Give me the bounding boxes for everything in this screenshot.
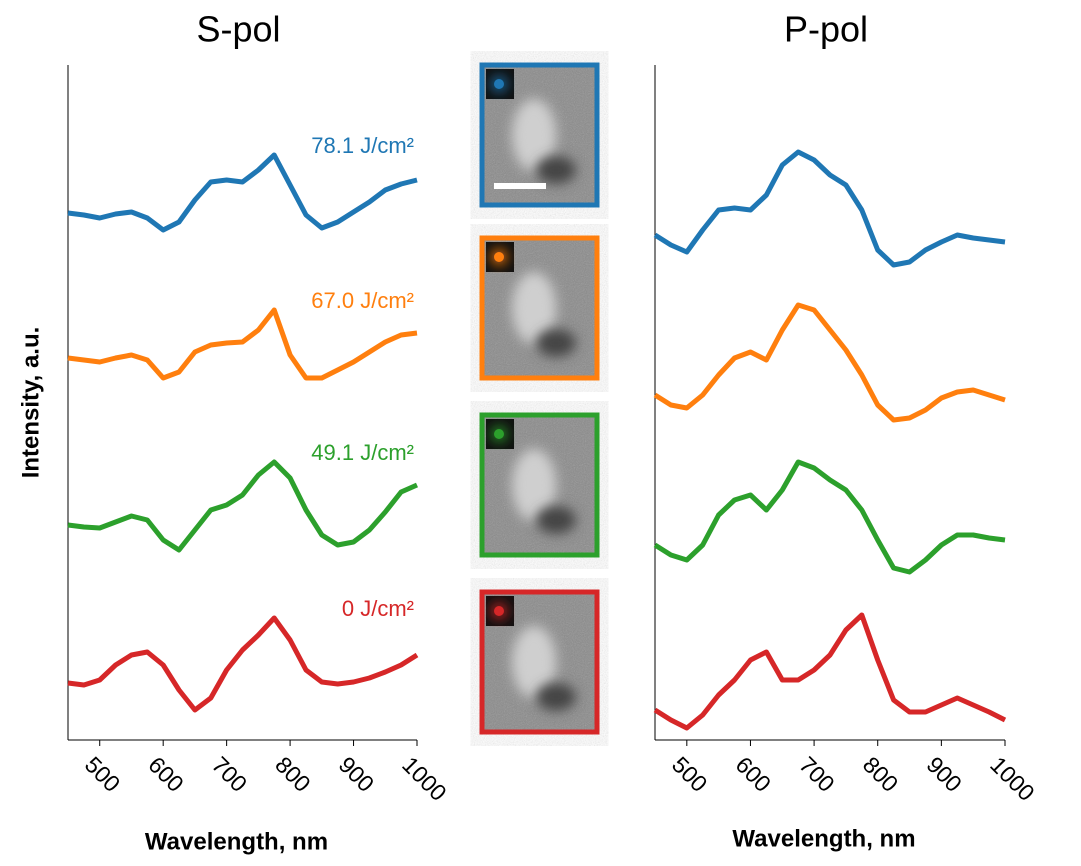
series-line [653, 459, 1006, 575]
x-tick-label: 900 [922, 751, 968, 797]
series-label: 78.1 J/cm² [311, 133, 414, 158]
micrograph [479, 235, 600, 381]
micrograph-border [479, 412, 600, 558]
particle [512, 626, 556, 698]
inset-dot-core [494, 79, 504, 89]
inset-dot-core [494, 252, 504, 262]
micrograph-border [479, 235, 600, 381]
chart-title: P-pol [784, 9, 868, 50]
particle [512, 449, 556, 521]
x-axis-label: Wavelength, nm [732, 825, 915, 852]
particle [512, 272, 556, 344]
series-line [67, 152, 418, 233]
x-tick-label: 800 [858, 751, 904, 797]
x-tick-label: 700 [794, 751, 840, 797]
x-tick-label: 900 [334, 751, 380, 797]
x-axis-label: Wavelength, nm [145, 828, 328, 855]
inset-dot-core [494, 606, 504, 616]
x-tick-label: 700 [207, 751, 253, 797]
series-label: 49.1 J/cm² [311, 440, 414, 465]
series-label: 67.0 J/cm² [311, 288, 414, 313]
y-axis-label: Intensity, a.u. [17, 327, 44, 479]
x-tick-label: 600 [731, 751, 777, 797]
micrograph [479, 589, 600, 735]
shadow [536, 683, 576, 711]
particle [512, 99, 556, 171]
x-tick-label: 500 [667, 751, 713, 797]
micrograph [479, 412, 600, 558]
series-line [653, 612, 1007, 731]
micrograph-border [479, 62, 600, 208]
scale-bar [494, 183, 546, 189]
series-line [653, 302, 1006, 423]
x-tick-label: 500 [80, 751, 126, 797]
x-tick-label: 1000 [985, 751, 1040, 806]
chart-title: S-pol [196, 9, 280, 50]
series-label: 0 J/cm² [342, 596, 414, 621]
x-tick-label: 1000 [397, 751, 452, 806]
micrograph [479, 62, 600, 208]
micrograph-border [479, 589, 600, 735]
series-line [67, 307, 418, 381]
series-line [67, 459, 419, 553]
shadow [536, 329, 576, 357]
x-tick-label: 800 [270, 751, 316, 797]
series-line [653, 149, 1006, 268]
shadow [536, 156, 576, 184]
series-line [67, 615, 419, 713]
x-tick-label: 600 [143, 751, 189, 797]
shadow [536, 506, 576, 534]
inset-dot-core [494, 429, 504, 439]
